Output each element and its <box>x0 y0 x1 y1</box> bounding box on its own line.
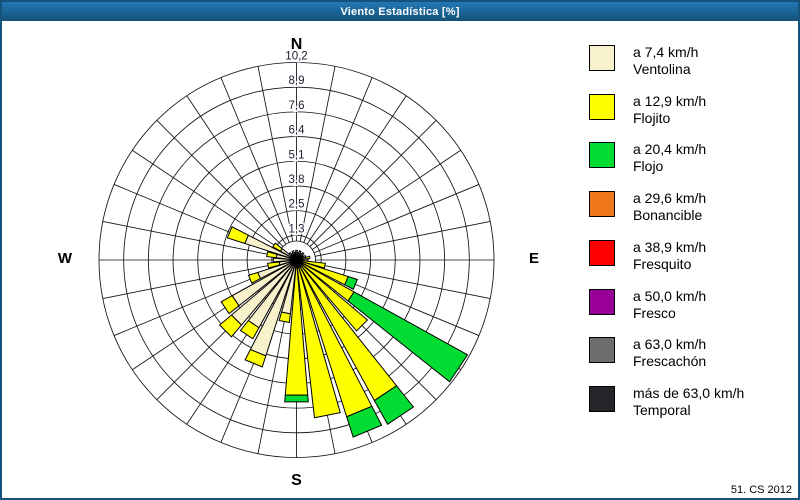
legend-item: a 50,0 km/h Fresco <box>589 288 706 322</box>
legend-color-swatch <box>589 288 615 315</box>
legend-item: a 38,9 km/h Fresquito <box>589 239 706 273</box>
radial-axis-label: 8,9 <box>289 75 305 87</box>
legend-name-label: Ventolina <box>633 61 691 77</box>
grid-spoke <box>312 149 461 250</box>
legend-name-label: Frescachón <box>633 353 707 370</box>
windrose-bar-segment <box>300 264 369 332</box>
grid-spoke <box>299 66 336 242</box>
legend-name-label: Fresquito <box>633 255 692 272</box>
windrose-bar-segment <box>220 295 240 315</box>
compass-east-label: E <box>528 250 540 267</box>
legend-label: a 29,6 km/h Bonancible <box>633 190 706 224</box>
windrose-bar-segment <box>344 275 359 290</box>
legend-color-swatch <box>589 239 615 266</box>
legend-color-swatch <box>589 337 615 364</box>
legend-item: a 63,0 km/h Frescachón <box>589 336 706 370</box>
grid-spoke <box>303 77 373 243</box>
legend-color-swatch <box>589 142 615 169</box>
legend-speed-label: a 7,4 km/h <box>633 44 699 60</box>
legend-speed-label: a 29,6 km/h <box>633 190 707 207</box>
legend-name-label: Bonancible <box>633 207 703 224</box>
windrose-chart: 1,3 2,5 3,8 5,1 6,4 7,6 8,9 10,2 <box>98 49 495 458</box>
legend-speed-label: a 63,0 km/h <box>633 336 707 353</box>
grid-spoke <box>102 263 278 299</box>
legend-color-swatch <box>589 93 615 120</box>
window-titlebar: Viento Estadística [%] <box>2 2 798 21</box>
grid-spoke <box>132 149 281 250</box>
legend-label: a 12,9 km/h Flojito <box>633 93 706 127</box>
grid-spoke <box>309 120 437 247</box>
grid-spoke <box>313 184 480 254</box>
windrose-bar-segment <box>346 405 383 438</box>
grid-spoke <box>220 77 290 243</box>
legend-label: a 50,0 km/h Fresco <box>633 288 706 322</box>
legend-label: a 63,0 km/h Frescachón <box>633 336 706 370</box>
window-title: Viento Estadística [%] <box>340 5 460 18</box>
legend-color-swatch <box>589 45 615 71</box>
compass-north-label: N <box>290 36 303 53</box>
legend-speed-label: más de 63,0 km/h <box>633 384 745 401</box>
grid-spoke <box>186 95 287 245</box>
windrose-bar-segment <box>284 394 309 403</box>
grid-spoke <box>156 120 284 247</box>
legend-speed-label: a 20,4 km/h <box>633 141 707 158</box>
radial-axis-label: 1,3 <box>289 223 305 235</box>
legend-item: a 12,9 km/h Flojito <box>589 93 706 127</box>
legend-label: más de 63,0 km/h Temporal <box>633 385 744 419</box>
windrose-bar-segment <box>293 251 297 261</box>
legend-item: a 20,4 km/h Flojo <box>589 141 706 175</box>
legend-speed-label: a 50,0 km/h <box>633 287 707 304</box>
legend-color-swatch <box>589 191 615 218</box>
legend-item: a 29,6 km/h Bonancible <box>589 190 706 224</box>
footer-caption: 51. CS 2012 <box>730 484 792 496</box>
legend-name-label: Flojito <box>633 109 671 126</box>
radial-axis-label: 10,2 <box>285 51 307 63</box>
radial-axis-label: 5,1 <box>289 149 305 161</box>
legend-speed-label: a 12,9 km/h <box>633 92 707 109</box>
windrose-bar-segment <box>247 271 261 284</box>
radial-axis-label: 3,8 <box>289 174 305 186</box>
legend-item: a 7,4 km/h Ventolina <box>589 44 698 78</box>
grid-spoke <box>315 221 491 257</box>
windrose-bar-segment <box>305 255 311 260</box>
legend-item: más de 63,0 km/h Temporal <box>589 385 744 419</box>
windrose-bar-segment <box>272 242 283 252</box>
legend-label: a 7,4 km/h Ventolina <box>633 44 698 78</box>
legend-name-label: Fresco <box>633 304 676 321</box>
windrose-bar-segment <box>244 348 267 368</box>
legend-name-label: Temporal <box>633 401 691 418</box>
legend-label: a 20,4 km/h Flojo <box>633 141 706 175</box>
legend-name-label: Flojo <box>633 158 664 175</box>
radial-axis-label: 7,6 <box>289 100 305 112</box>
radial-axis-label: 2,5 <box>289 199 305 211</box>
windrose-bar-segment <box>296 266 341 419</box>
windrose-bar-segment <box>266 251 278 259</box>
legend-label: a 38,9 km/h Fresquito <box>633 239 706 273</box>
compass-west-label: W <box>57 250 73 267</box>
grid-spoke <box>102 221 278 257</box>
radial-axis-label: 6,4 <box>289 125 306 137</box>
legend-speed-label: a 38,9 km/h <box>633 238 707 255</box>
grid-spoke <box>306 95 407 245</box>
windrose-bar-segment <box>218 314 243 338</box>
grid-spoke <box>257 66 294 242</box>
windrose-bar-segment <box>347 291 469 383</box>
windrose-bar-segment <box>239 319 260 340</box>
windrose-bar-segment <box>278 311 291 324</box>
compass-south-label: S <box>291 472 302 489</box>
grid-spoke <box>315 263 491 299</box>
windrose-bar-segment <box>226 226 249 245</box>
windrose-bar-segment <box>373 385 415 425</box>
legend-color-swatch <box>589 385 615 412</box>
windrose-bar-segment <box>267 261 281 269</box>
